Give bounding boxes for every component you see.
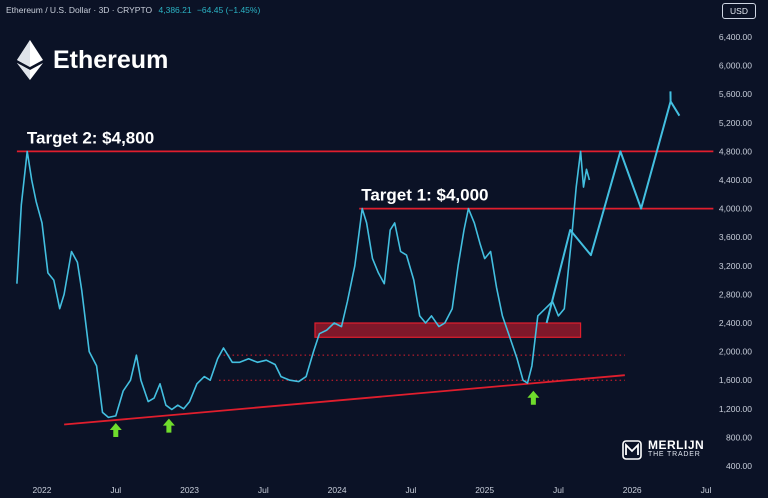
x-tick-label: Jul (553, 485, 564, 495)
x-tick-label: Jul (405, 485, 416, 495)
symbol-name: Ethereum / U.S. Dollar · 3D · CRYPTO (6, 5, 153, 15)
last-price: 4,386.21 (158, 5, 192, 15)
y-tick-label: 800.00 (726, 432, 752, 442)
y-tick-label: 4,000.00 (719, 204, 752, 214)
price-line (16, 150, 591, 419)
y-tick-label: 1,200.00 (719, 404, 752, 414)
support-zone (314, 322, 582, 338)
merlijn-logo-icon (622, 440, 642, 460)
y-tick-label: 2,000.00 (719, 347, 752, 357)
y-tick-label: 4,800.00 (719, 146, 752, 156)
y-tick-label: 6,400.00 (719, 32, 752, 42)
asset-title: Ethereum (17, 40, 168, 80)
y-tick-label: 400.00 (726, 461, 752, 471)
x-tick-label: Jul (258, 485, 269, 495)
x-tick-label: Jul (110, 485, 121, 495)
asset-name: Ethereum (53, 45, 169, 74)
currency-button[interactable]: USD (722, 3, 756, 19)
y-tick-label: 2,400.00 (719, 318, 752, 328)
up-arrow-icon (162, 418, 175, 433)
ethereum-logo-icon (17, 40, 43, 80)
x-tick-label: 2024 (328, 485, 347, 495)
brand-name: MERLIJN (648, 438, 705, 452)
y-tick-label: 3,200.00 (719, 261, 752, 271)
x-tick-label: 2026 (623, 485, 642, 495)
up-arrow-icon (109, 422, 122, 437)
up-arrow-icon (527, 390, 540, 405)
x-tick-label: 2022 (33, 485, 52, 495)
target-label: Target 1: $4,000 (361, 186, 488, 205)
y-tick-label: 6,000.00 (719, 61, 752, 71)
y-tick-label: 4,400.00 (719, 175, 752, 185)
target-label: Target 2: $4,800 (27, 128, 154, 147)
y-tick-label: 1,600.00 (719, 375, 752, 385)
x-tick-label: 2023 (180, 485, 199, 495)
y-tick-label: 5,600.00 (719, 89, 752, 99)
symbol-header: Ethereum / U.S. Dollar · 3D · CRYPTO 4,3… (6, 5, 260, 15)
y-tick-label: 3,600.00 (719, 232, 752, 242)
x-tick-label: Jul (701, 485, 712, 495)
support-trend-line (64, 374, 625, 426)
brand-tagline: THE TRADER (648, 451, 701, 458)
y-tick-label: 5,200.00 (719, 118, 752, 128)
projection-line (545, 100, 681, 324)
y-tick-label: 2,800.00 (719, 289, 752, 299)
price-change: −64.45 (−1.45%) (196, 5, 261, 15)
x-tick-label: 2025 (475, 485, 494, 495)
brand-watermark: MERLIJN THE TRADER (622, 438, 705, 460)
